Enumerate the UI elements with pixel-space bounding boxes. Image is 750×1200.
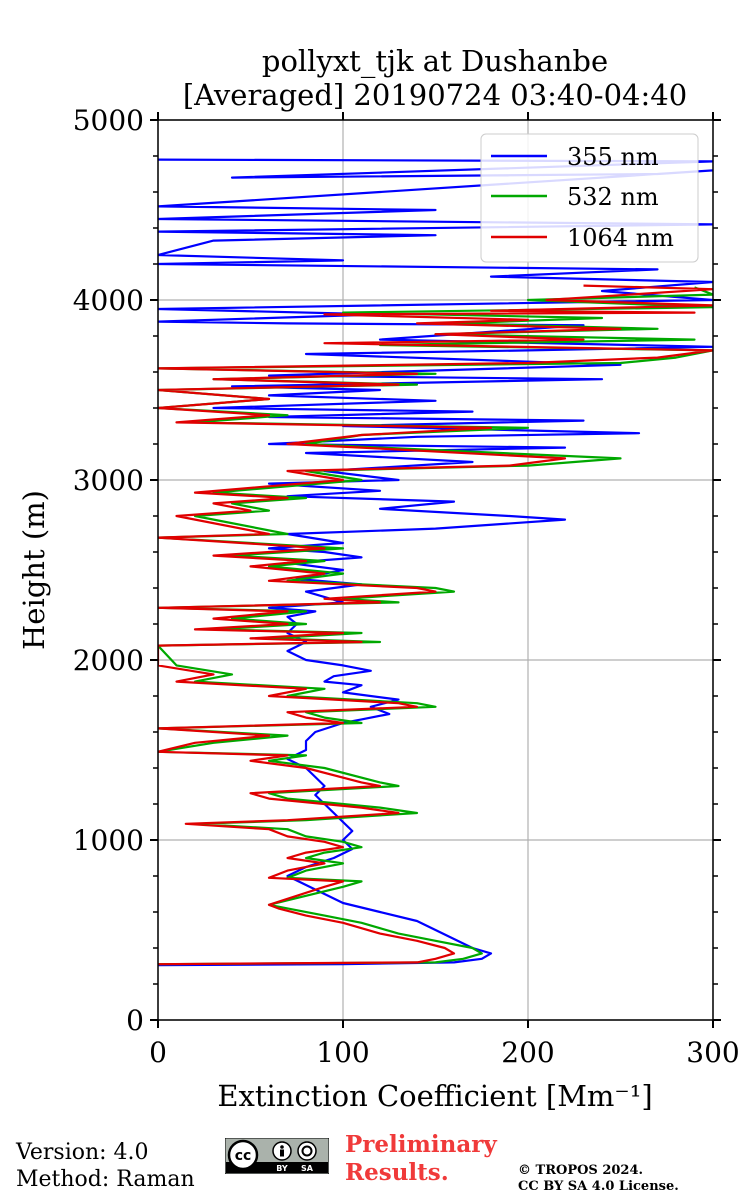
copyright-line-2: CC BY SA 4.0 License.: [518, 1179, 679, 1194]
series-line-1064-nm: [158, 284, 713, 966]
x-tick-label-0: 0: [149, 1036, 167, 1069]
copyright-line-1: © TROPOS 2024.: [518, 1163, 644, 1178]
x-axis-label: Extinction Coefficient [Mm⁻¹]: [217, 1079, 652, 1113]
preliminary-line-2: Results.: [345, 1159, 449, 1186]
legend-label-532: 532 nm: [567, 183, 659, 211]
plot-frame: [157, 119, 714, 1021]
copyright-text: © TROPOS 2024. CC BY SA 4.0 License.: [518, 1163, 679, 1195]
y-tick-label-1000: 1000: [73, 824, 144, 857]
legend-label-355: 355 nm: [567, 143, 659, 171]
chart-title: pollyxt_tjk at Dushanbe: [262, 44, 608, 79]
version-text: Version: 4.0: [16, 1140, 149, 1165]
y-axis-label: Height (m): [17, 490, 51, 650]
preliminary-line-1: Preliminary: [345, 1131, 497, 1158]
sa-text: SA: [301, 1164, 314, 1173]
legend: 355 nm 532 nm 1064 nm: [480, 133, 699, 263]
x-tick-label-200: 200: [501, 1036, 554, 1069]
y-tick-label-0: 0: [126, 1004, 144, 1037]
legend-box: [480, 133, 699, 263]
cc-by-sa-icon: cc BY SA: [225, 1138, 329, 1174]
by-text: BY: [276, 1164, 288, 1173]
legend-label-1064: 1064 nm: [567, 224, 674, 252]
y-tick-label-3000: 3000: [73, 464, 144, 497]
series-lines: [158, 158, 713, 967]
y-tick-label-2000: 2000: [73, 644, 144, 677]
cc-text: cc: [235, 1148, 252, 1164]
y-tick-label-5000: 5000: [73, 104, 144, 137]
y-tick-label-4000: 4000: [73, 284, 144, 317]
series-line-355-nm: [158, 158, 713, 967]
x-tick-label-100: 100: [316, 1036, 369, 1069]
x-tick-label-300: 300: [686, 1036, 739, 1069]
chart: pollyxt_tjk at Dushanbe [Averaged] 20190…: [17, 44, 740, 1113]
preliminary-results-text: Preliminary Results.: [345, 1131, 497, 1187]
chart-subtitle: [Averaged] 20190724 03:40-04:40: [183, 78, 687, 112]
method-text: Method: Raman: [16, 1167, 195, 1192]
